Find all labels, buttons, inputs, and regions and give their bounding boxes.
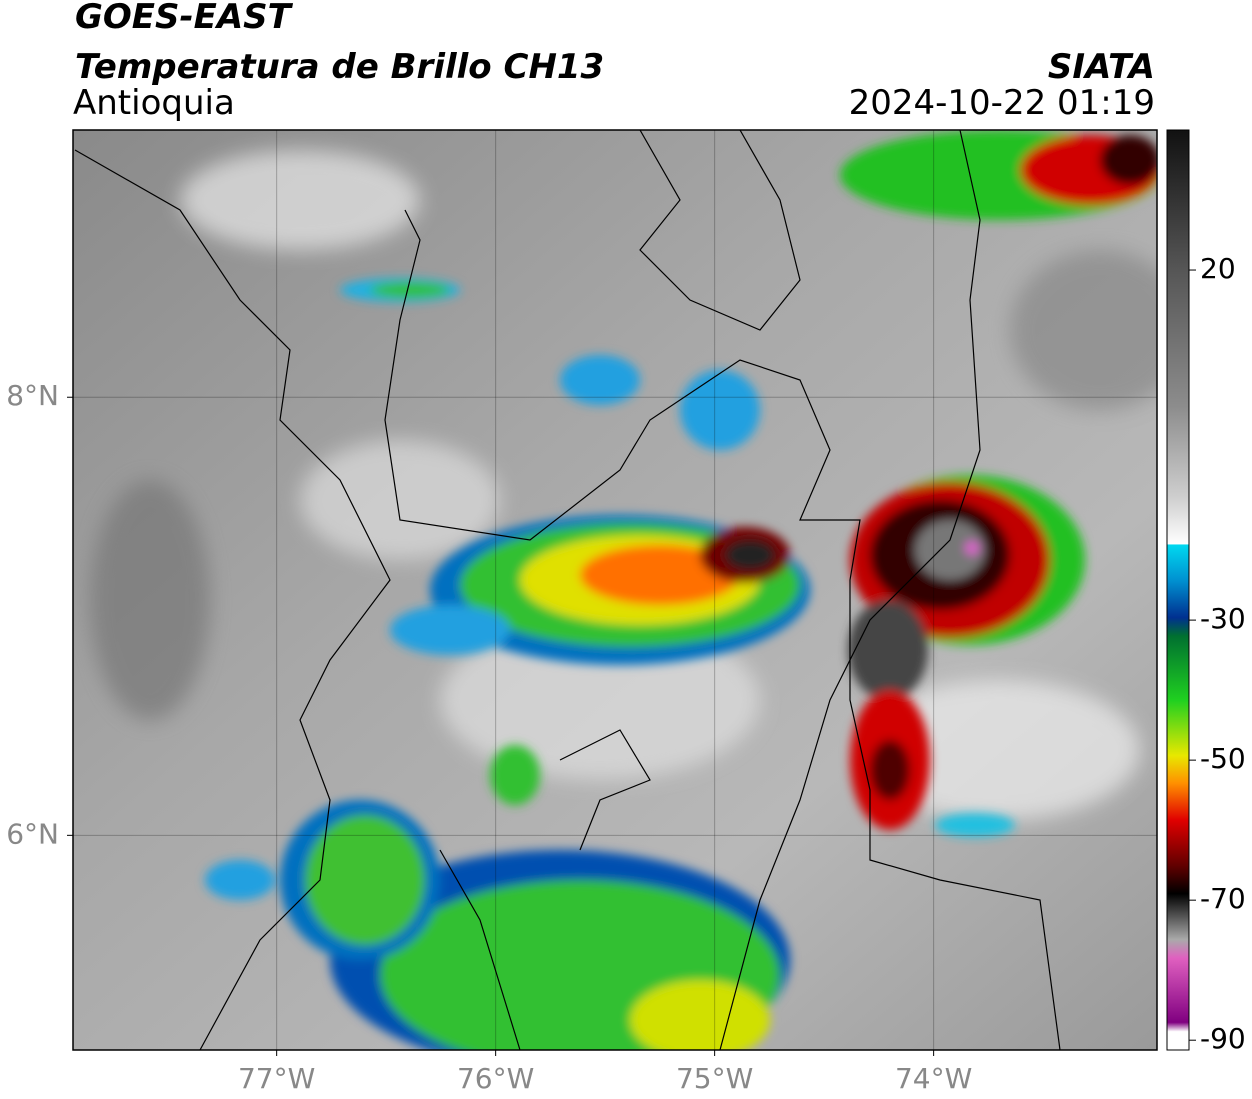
datetime: 2024-10-22 01:19: [849, 83, 1155, 123]
x-tick-label: 76°W: [457, 1062, 534, 1095]
colorbar-tick-label: -70: [1200, 882, 1246, 915]
colorbar-tick-label: 20: [1200, 252, 1236, 285]
y-tick-label: 8°N: [6, 379, 59, 412]
source: SIATA: [1048, 47, 1155, 87]
colorbar-tick-label: -50: [1200, 742, 1246, 775]
colorbar-tick-label: -90: [1200, 1022, 1246, 1055]
map-frame: [72, 129, 1158, 1051]
colorbar: [1166, 129, 1190, 1051]
subtitle: Temperatura de Brillo CH13: [75, 47, 604, 87]
y-tick-label: 6°N: [6, 817, 59, 850]
x-tick-label: 77°W: [238, 1062, 315, 1095]
title: GOES-EAST: [75, 0, 294, 37]
map-image: [73, 130, 1157, 1050]
colorbar-tick-label: -30: [1200, 602, 1246, 635]
x-tick-label: 75°W: [676, 1062, 753, 1095]
x-tick-label: 74°W: [895, 1062, 972, 1095]
region: Antioquia: [73, 83, 235, 123]
